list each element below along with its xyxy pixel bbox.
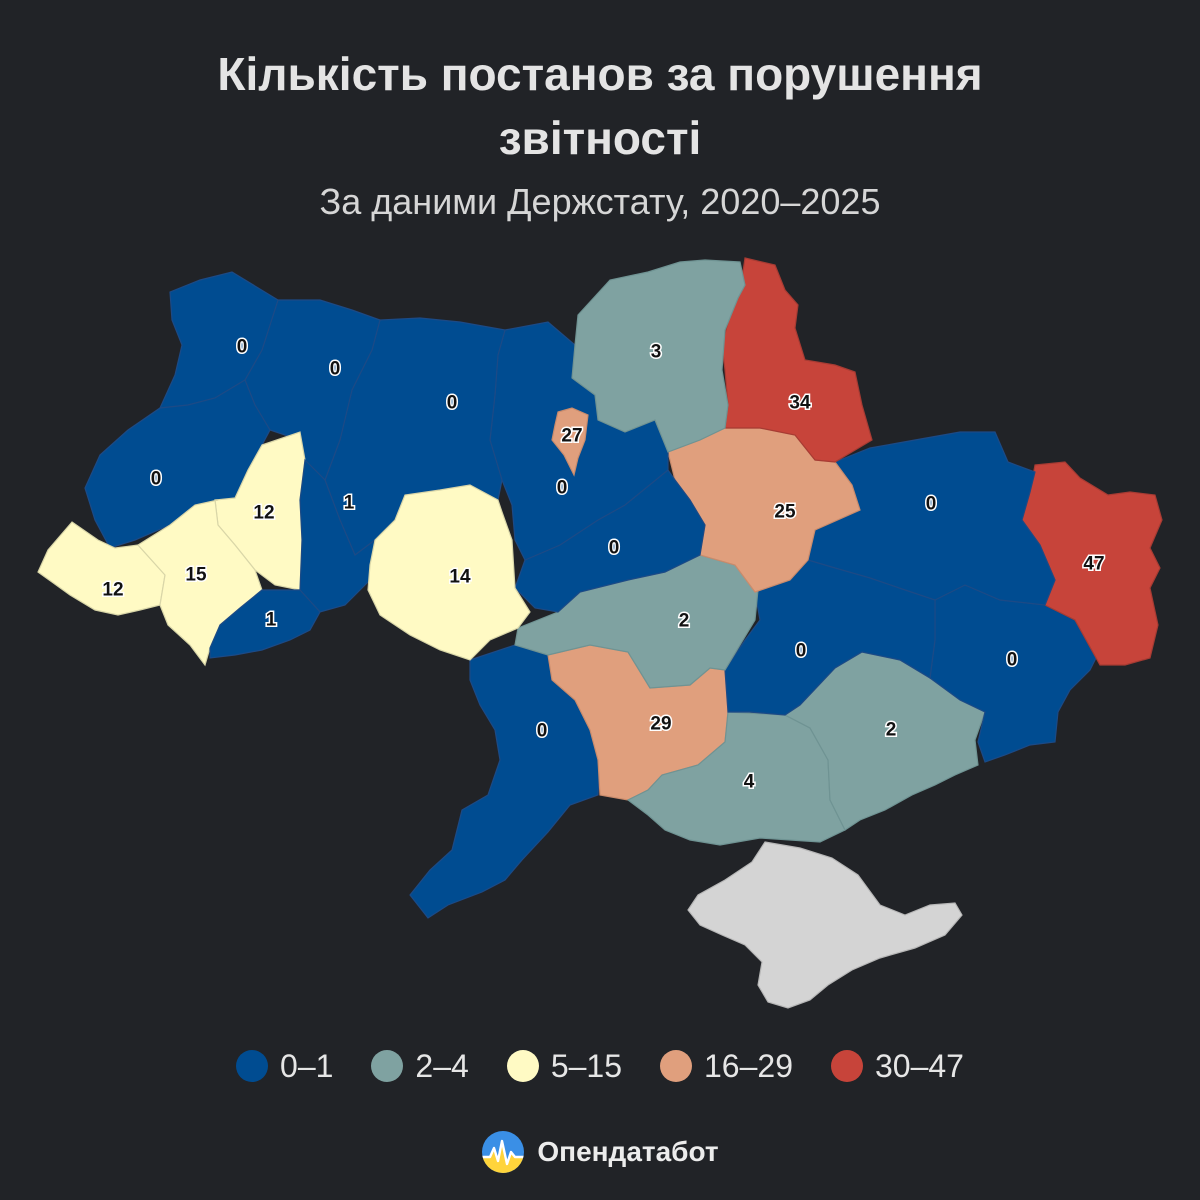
label-kharkiv: 0 <box>926 494 937 515</box>
legend-swatch-2-4 <box>371 1050 404 1082</box>
region-crimea <box>687 841 963 1009</box>
label-kyiv-oblast: 0 <box>557 478 568 499</box>
label-lviv: 0 <box>151 469 162 490</box>
legend-swatch-0-1 <box>236 1050 269 1082</box>
brand-name: Опендатабот <box>537 1136 719 1167</box>
label-luhansk: 47 <box>1083 554 1104 575</box>
map-title: Кількість постанов за порушення звітност… <box>0 42 1200 170</box>
label-odesa: 0 <box>537 721 548 742</box>
legend-item-16-29: 16–29 <box>660 1046 793 1086</box>
region-khmelnytskyi <box>299 458 376 613</box>
label-kyiv-city: 27 <box>561 426 582 447</box>
region-chernivtsi <box>209 589 321 659</box>
region-kyiv-city <box>551 407 589 477</box>
label-dnipropetrovsk: 0 <box>796 641 807 662</box>
label-volyn: 0 <box>237 337 248 358</box>
title-line-2: звітності <box>498 112 702 164</box>
title-line-1: Кількість постанов за порушення <box>217 48 983 100</box>
legend-item-5-15: 5–15 <box>506 1046 622 1086</box>
legend-label-5-15: 5–15 <box>550 1048 622 1084</box>
region-chernihiv <box>571 259 746 453</box>
label-khmelnytskyi: 1 <box>344 493 355 514</box>
map-subtitle: За даними Держстату, 2020–2025 <box>319 181 881 222</box>
legend: 0–1 2–4 5–15 16–29 30–47 <box>0 1046 1200 1086</box>
legend-label-30-47: 30–47 <box>874 1048 964 1084</box>
label-zaporizhzhia: 2 <box>886 720 897 741</box>
legend-item-0-1: 0–1 <box>236 1046 333 1086</box>
label-ivano-frankivsk: 15 <box>185 565 207 586</box>
legend-swatch-16-29 <box>660 1050 692 1082</box>
legend-swatch-30-47 <box>830 1050 863 1082</box>
label-chernihiv: 3 <box>651 342 662 363</box>
label-kirovohrad: 2 <box>679 611 690 632</box>
label-rivne: 0 <box>330 359 341 380</box>
brand: Опендатабот <box>0 1130 1200 1174</box>
legend-label-0-1: 0–1 <box>280 1048 334 1084</box>
legend-item-2-4: 2–4 <box>371 1046 469 1086</box>
region-vinnytsia <box>367 484 531 661</box>
label-donetsk: 0 <box>1007 650 1018 671</box>
label-sumy: 34 <box>789 393 811 414</box>
label-mykolaiv: 29 <box>650 714 671 735</box>
label-ternopil: 12 <box>253 503 274 524</box>
opendatabot-logo-icon <box>482 1131 525 1173</box>
legend-label-2-4: 2–4 <box>415 1048 469 1084</box>
legend-item-30-47: 30–47 <box>830 1046 964 1086</box>
label-zakarpattia: 12 <box>102 580 123 601</box>
label-kherson: 4 <box>744 772 755 793</box>
region-zakarpattia <box>37 521 166 616</box>
label-poltava: 25 <box>774 502 796 523</box>
label-chernivtsi: 1 <box>266 610 277 631</box>
legend-label-16-29: 16–29 <box>704 1048 793 1084</box>
region-dnipropetrovsk <box>724 559 936 716</box>
label-vinnytsia: 14 <box>449 567 471 588</box>
label-cherkasy: 0 <box>609 538 620 559</box>
legend-swatch-5-15 <box>506 1050 539 1082</box>
label-zhytomyr: 0 <box>447 393 458 414</box>
